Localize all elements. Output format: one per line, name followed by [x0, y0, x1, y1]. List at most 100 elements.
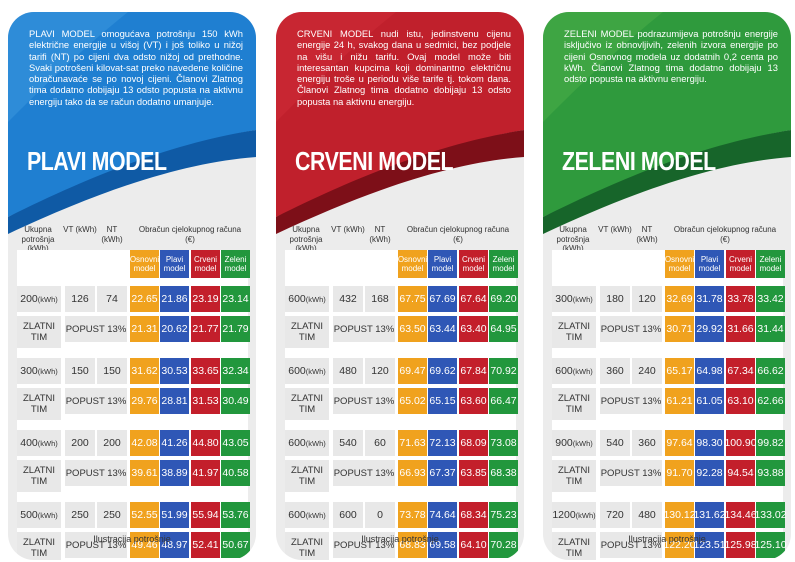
price-3: 70.92 [489, 358, 518, 384]
kwh-unit: (kWh) [575, 510, 596, 520]
price-3: 69.20 [489, 286, 518, 312]
kwh-unit: (kWh) [572, 366, 593, 376]
vt-kwh: 180 [600, 286, 630, 312]
vt-kwh: 150 [65, 358, 95, 384]
vt-kwh: 540 [333, 430, 363, 456]
kwh-unit: (kWh) [37, 438, 58, 448]
zlatni-tim-label: ZLATNI TIM [552, 532, 596, 560]
total-kwh-value: 1200 [552, 509, 576, 521]
discount-price-3: 62.66 [756, 388, 785, 414]
discount-price-1: 92.28 [695, 460, 724, 486]
price-1: 67.69 [428, 286, 457, 312]
model-header-1: Plavi model [695, 250, 724, 278]
vt-kwh: 600 [333, 502, 363, 528]
discount-price-2: 52.41 [191, 532, 220, 558]
discount-price-1: 65.15 [428, 388, 457, 414]
price-0: 97.64 [665, 430, 694, 456]
total-kwh-value: 200 [20, 293, 38, 305]
model-header-0: Osnovni model [130, 250, 159, 278]
zlatni-tim-label: ZLATNI TIM [17, 316, 61, 348]
price-0: 52.55 [130, 502, 159, 528]
discount-price-2: 63.60 [459, 388, 488, 414]
popust-label: POPUST 13% [333, 460, 395, 486]
discount-price-3: 125.10 [754, 532, 787, 558]
footer-caption: Ilustracija potrošnje [628, 534, 706, 544]
discount-price-3: 30.49 [221, 388, 250, 414]
price-2: 67.34 [726, 358, 755, 384]
zlatni-tim-label: ZLATNI TIM [17, 388, 61, 420]
price-1: 21.86 [160, 286, 189, 312]
total-kwh-value: 600 [555, 365, 573, 377]
vt-kwh: 250 [65, 502, 95, 528]
model-description: CRVENI MODEL nudi istu, jedinstvenu cije… [297, 28, 511, 107]
discount-price-0: 29.76 [130, 388, 159, 414]
total-kwh-value: 600 [288, 293, 306, 305]
popust-label: POPUST 13% [65, 316, 127, 342]
discount-price-3: 70.28 [489, 532, 518, 558]
card-crveni: CRVENI MODEL nudi istu, jedinstvenu cije… [276, 12, 524, 560]
discount-price-2: 31.66 [726, 316, 755, 342]
discount-price-0: 30.71 [665, 316, 694, 342]
total-kwh: 400 (kWh) [17, 430, 61, 456]
vt-kwh: 126 [65, 286, 95, 312]
vt-kwh: 720 [600, 502, 630, 528]
price-3: 43.05 [221, 430, 250, 456]
model-header-2: Crveni model [726, 250, 755, 278]
header-total: Ukupna potrošnja (kWh) [21, 225, 55, 253]
header-nt: NT (kWh) [636, 225, 658, 244]
nt-kwh: 150 [97, 358, 127, 384]
discount-price-1: 29.92 [695, 316, 724, 342]
discount-price-2: 41.97 [191, 460, 220, 486]
price-0: 31.62 [130, 358, 159, 384]
total-kwh: 300 (kWh) [17, 358, 61, 384]
vt-kwh: 480 [333, 358, 363, 384]
header-billing: Obračun cjelokupnog računa (€) [138, 225, 242, 244]
price-1: 31.78 [695, 286, 724, 312]
total-kwh-value: 300 [20, 365, 38, 377]
kwh-unit: (kWh) [305, 510, 326, 520]
price-0: 42.08 [130, 430, 159, 456]
discount-price-3: 50.67 [221, 532, 250, 558]
discount-price-3: 66.47 [489, 388, 518, 414]
total-kwh: 600 (kWh) [285, 358, 329, 384]
zlatni-tim-label: ZLATNI TIM [17, 532, 61, 560]
zlatni-tim-label: ZLATNI TIM [552, 316, 596, 348]
header-billing: Obračun cjelokupnog računa (€) [406, 225, 510, 244]
total-kwh: 300 (kWh) [552, 286, 596, 312]
price-2: 33.65 [191, 358, 220, 384]
header-wave [276, 12, 524, 234]
price-3: 73.08 [489, 430, 518, 456]
popust-label: POPUST 13% [333, 388, 395, 414]
popust-label: POPUST 13% [65, 460, 127, 486]
discount-price-1: 63.44 [428, 316, 457, 342]
total-kwh-value: 900 [555, 437, 573, 449]
price-3: 23.14 [221, 286, 250, 312]
price-1: 30.53 [160, 358, 189, 384]
total-kwh-value: 600 [288, 365, 306, 377]
nt-kwh: 168 [365, 286, 395, 312]
price-2: 134.46 [724, 502, 757, 528]
nt-kwh: 250 [97, 502, 127, 528]
discount-price-2: 94.54 [726, 460, 755, 486]
vt-kwh: 360 [600, 358, 630, 384]
zlatni-tim-label: ZLATNI TIM [285, 460, 329, 492]
zlatni-tim-label: ZLATNI TIM [552, 388, 596, 420]
nt-kwh: 60 [365, 430, 395, 456]
discount-price-1: 38.89 [160, 460, 189, 486]
nt-kwh: 200 [97, 430, 127, 456]
nt-kwh: 0 [365, 502, 395, 528]
discount-price-1: 48.97 [160, 532, 189, 558]
price-2: 33.78 [726, 286, 755, 312]
total-kwh: 600 (kWh) [285, 502, 329, 528]
price-2: 23.19 [191, 286, 220, 312]
popust-label: POPUST 13% [333, 532, 395, 558]
kwh-unit: (kWh) [305, 438, 326, 448]
price-0: 73.78 [398, 502, 427, 528]
price-0: 69.47 [398, 358, 427, 384]
header-vt: VT (kWh) [598, 225, 632, 234]
total-kwh-value: 400 [20, 437, 38, 449]
header-total: Ukupna potrošnja (kWh) [289, 225, 323, 253]
discount-price-2: 64.10 [459, 532, 488, 558]
total-kwh: 200 (kWh) [17, 286, 61, 312]
total-kwh-value: 500 [20, 509, 38, 521]
